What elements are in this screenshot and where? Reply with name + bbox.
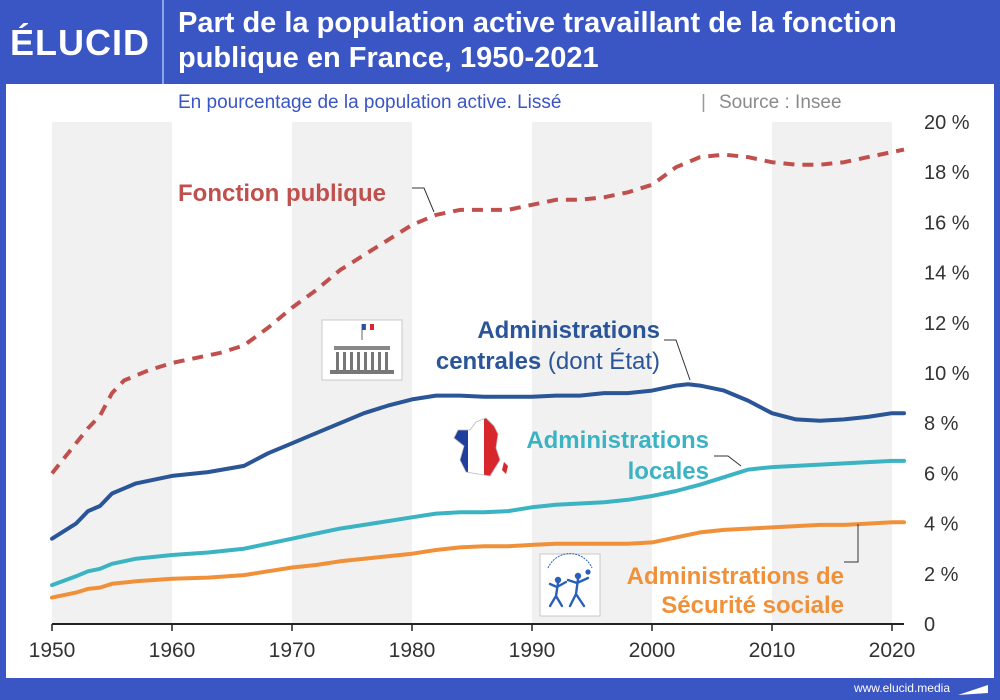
y-tick-label: 12 % (924, 313, 970, 335)
series-label-locales: Administrations (526, 427, 709, 454)
chart-panel: En pourcentage de la population active. … (6, 84, 994, 678)
annotation-leader-line (664, 339, 691, 381)
logo-divider (162, 0, 164, 84)
securite-sociale-logo-icon (539, 553, 601, 617)
france-map-icon (453, 417, 508, 477)
series-line-locales (50, 458, 906, 588)
subtitle-separator: | (701, 92, 706, 113)
y-tick-label: 16 % (924, 212, 970, 234)
grid-band (52, 122, 172, 624)
y-tick-label: 18 % (924, 162, 970, 184)
series-label-secu: Sécurité sociale (661, 592, 844, 619)
site-url[interactable]: www.elucid.media (853, 681, 950, 695)
x-tick-label: 1960 (149, 639, 196, 662)
series-line-fonction-publique (50, 147, 905, 475)
annotation-leader-line (412, 187, 435, 213)
series-label-secu: Administrations de (627, 563, 844, 590)
y-tick-label: 2 % (924, 564, 959, 586)
x-tick-label: 1970 (269, 639, 316, 662)
line-chart: En pourcentage de la population active. … (29, 92, 970, 662)
y-tick-label: 6 % (924, 463, 959, 485)
x-tick-label: 2000 (629, 639, 676, 662)
series-label-locales: locales (628, 458, 709, 485)
annotation-leader-line (844, 524, 859, 563)
chart-title: Part de la population active travaillant… (178, 7, 897, 74)
footer: www.elucid.media (0, 678, 1000, 700)
y-tick-label: 0 (924, 614, 935, 636)
y-tick-label: 8 % (924, 413, 959, 435)
government-building-icon (321, 319, 403, 381)
grid-band (532, 122, 652, 624)
series-label-centrales: Administrations (477, 317, 660, 344)
x-tick-label: 2010 (749, 639, 796, 662)
annotation-leader-line (714, 455, 742, 467)
x-tick-label: 1990 (509, 639, 556, 662)
series-label-centrales: centrales (dont État) (436, 348, 660, 375)
x-tick-label: 1950 (29, 639, 76, 662)
y-tick-label: 20 % (924, 112, 970, 134)
grid-band (772, 122, 892, 624)
header: ÉLUCID Part de la population active trav… (0, 0, 1000, 84)
y-tick-label: 14 % (924, 263, 970, 285)
series-label-fp: Fonction publique (178, 180, 386, 207)
x-tick-label: 2020 (869, 639, 916, 662)
brand-logo[interactable]: ÉLUCID (10, 22, 150, 63)
y-tick-label: 4 % (924, 514, 959, 536)
flag-icon (958, 685, 988, 695)
y-tick-label: 10 % (924, 363, 970, 385)
chart-subtitle: En pourcentage de la population active. … (178, 92, 561, 113)
series-line-secu (50, 520, 906, 600)
chart-source: Source : Insee (719, 92, 842, 113)
series-line-centrales (50, 382, 906, 541)
x-tick-label: 1980 (389, 639, 436, 662)
